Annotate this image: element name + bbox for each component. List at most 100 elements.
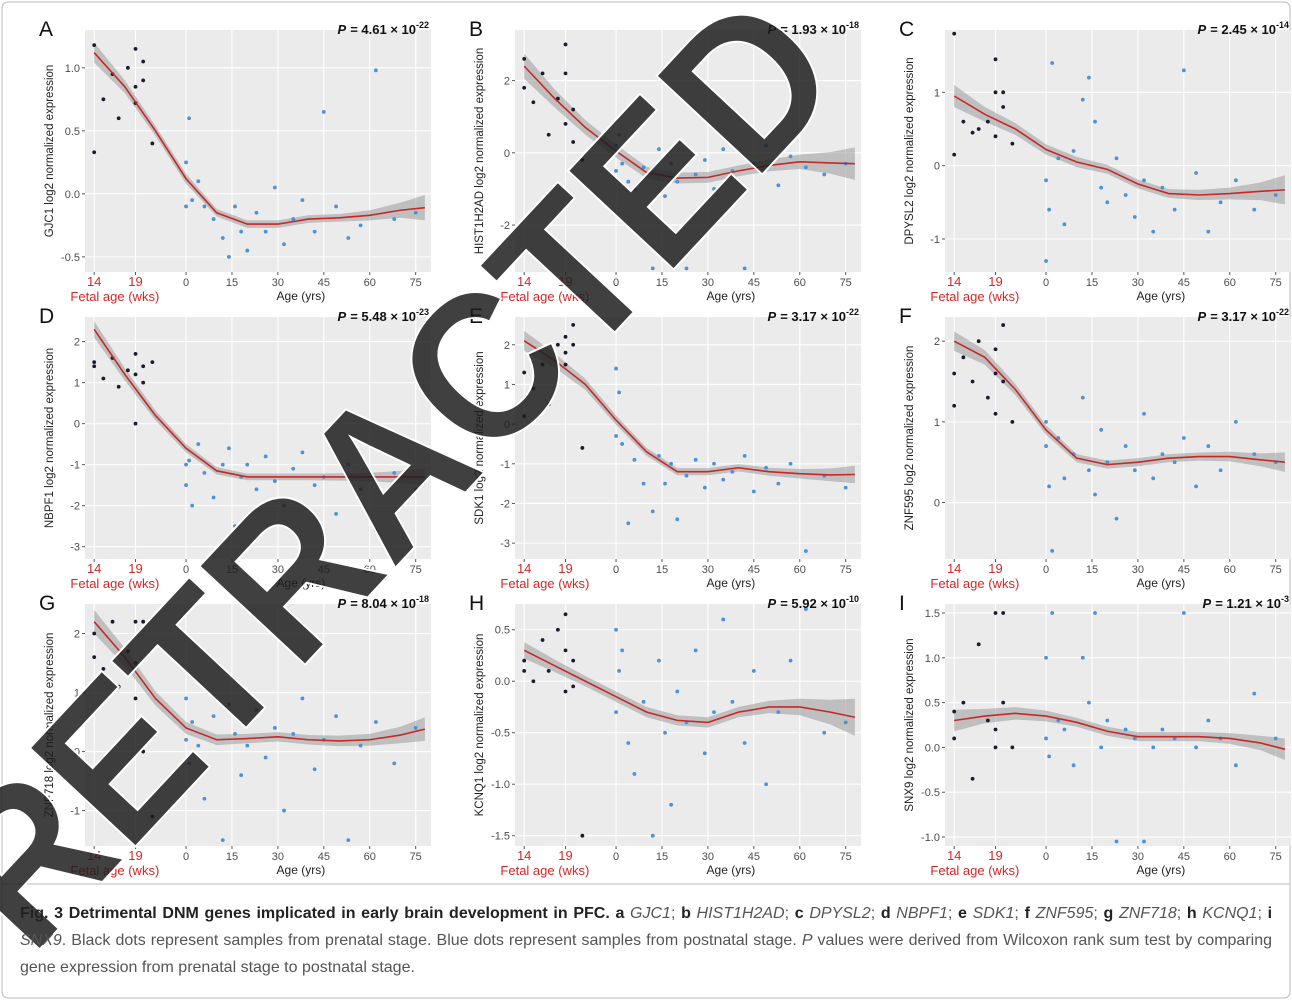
fetal-axis-title: Fetal age (wks) (930, 863, 1019, 878)
postnatal-point (1233, 178, 1238, 183)
postnatal-point (1080, 97, 1085, 102)
y-tick-label: -0.5 (921, 787, 940, 799)
postnatal-point (1123, 727, 1128, 732)
x-tick-label: 60 (364, 277, 376, 289)
caption: Fig. 3 Detrimental DNM genes implicated … (20, 900, 1272, 981)
x-tick-label: 14 (947, 848, 961, 863)
y-tick-label: 1 (504, 379, 510, 391)
postnatal-point (1056, 156, 1061, 161)
x-tick-label: 15 (656, 851, 668, 863)
caption-run: DPYSL2 (803, 905, 871, 922)
p-value: P = 1.21 × 10-3 (1203, 594, 1289, 611)
prenatal-point (993, 727, 998, 732)
postnatal-point (764, 465, 768, 470)
fetal-axis-title: Fetal age (wks) (500, 863, 589, 878)
prenatal-point (993, 745, 998, 750)
postnatal-point (227, 254, 231, 259)
caption-run: . Black dots represent samples from pren… (61, 932, 802, 949)
postnatal-point (617, 669, 622, 673)
x-tick-label: 0 (613, 564, 619, 576)
y-axis-title: KCNQ1 log2 normalized expression (474, 634, 486, 817)
y-tick-label: 2 (934, 336, 940, 348)
panel-letter: F (899, 305, 912, 328)
prenatal-point (993, 411, 998, 416)
x-tick-label: 45 (1178, 277, 1190, 289)
postnatal-point (233, 731, 237, 736)
postnatal-point (291, 466, 296, 471)
prenatal-point (571, 658, 576, 663)
x-tick-label: 30 (272, 277, 284, 289)
postnatal-point (663, 194, 667, 199)
p-value: P = 5.92 × 10-10 (768, 594, 859, 611)
p-exponent: -10 (846, 594, 859, 604)
panel-letter: H (469, 592, 484, 615)
smooth-line (954, 712, 1286, 750)
postnatal-point (239, 229, 244, 234)
prenatal-point (970, 776, 975, 781)
x-tick-label: 15 (656, 277, 668, 289)
x-tick-label: 60 (1224, 564, 1236, 576)
smooth-line (523, 340, 855, 476)
p-text: = 8.04 × 10 (350, 596, 416, 611)
postnatal-point (1123, 444, 1128, 448)
p-text: = 3.17 × 10 (780, 309, 846, 324)
x-tick-label: 60 (364, 851, 376, 863)
postnatal-point (641, 165, 646, 170)
postnatal-point (202, 796, 207, 801)
prenatal-point (133, 352, 138, 356)
postnatal-point (1160, 185, 1165, 190)
postnatal-point (1181, 436, 1186, 440)
prenatal-point (571, 107, 576, 112)
postnatal-point (776, 710, 781, 715)
postnatal-point (202, 204, 207, 209)
prenatal-point (563, 42, 568, 47)
x-tick-label: 19 (558, 561, 572, 576)
postnatal-point (1105, 200, 1110, 205)
postnatal-point (1132, 215, 1137, 219)
postnatal-point (776, 481, 781, 486)
postnatal-point (776, 183, 781, 188)
y-tick-label: -2 (500, 220, 510, 232)
prenatal-point (133, 47, 138, 51)
x-tick-label: 15 (226, 851, 238, 863)
prenatal-point (961, 700, 966, 705)
y-tick-label: -2 (70, 501, 80, 513)
caption-run: d (880, 905, 891, 922)
postnatal-point (721, 617, 726, 622)
x-tick-label: 14 (947, 274, 961, 289)
smooth-line (523, 649, 856, 724)
p-exponent: -23 (416, 307, 429, 317)
postnatal-point (190, 503, 195, 508)
prenatal-point (133, 372, 138, 377)
y-tick-label: -2 (500, 498, 510, 510)
postnatal-point (196, 743, 201, 748)
x-axis-title: Age (yrs) (277, 863, 326, 877)
prenatal-point (133, 84, 138, 89)
y-tick-label: -1 (70, 460, 80, 472)
prenatal-point (970, 130, 975, 135)
postnatal-point (657, 658, 661, 663)
postnatal-point (1093, 492, 1097, 497)
y-tick-label: 2 (74, 629, 80, 641)
prenatal-point (985, 119, 990, 124)
postnatal-point (373, 528, 378, 533)
y-tick-label: 1 (934, 87, 940, 99)
x-axis-title: Age (yrs) (1137, 576, 1186, 590)
plot-background (85, 604, 431, 846)
postnatal-point (184, 737, 188, 742)
postnatal-point (272, 185, 277, 190)
postnatal-point (1071, 763, 1076, 768)
postnatal-point (202, 470, 207, 475)
prenatal-point (540, 362, 545, 367)
postnatal-point (187, 116, 192, 121)
postnatal-point (272, 479, 277, 483)
prenatal-point (531, 100, 536, 105)
postnatal-point (632, 187, 637, 191)
prenatal-point (1001, 611, 1006, 615)
y-axis-title: NBPF1 log2 normalized expression (44, 348, 56, 528)
prenatal-point (92, 655, 97, 660)
y-axis-title: SDK1 log2 normalized expression (474, 351, 486, 524)
x-tick-label: 19 (988, 561, 1002, 576)
